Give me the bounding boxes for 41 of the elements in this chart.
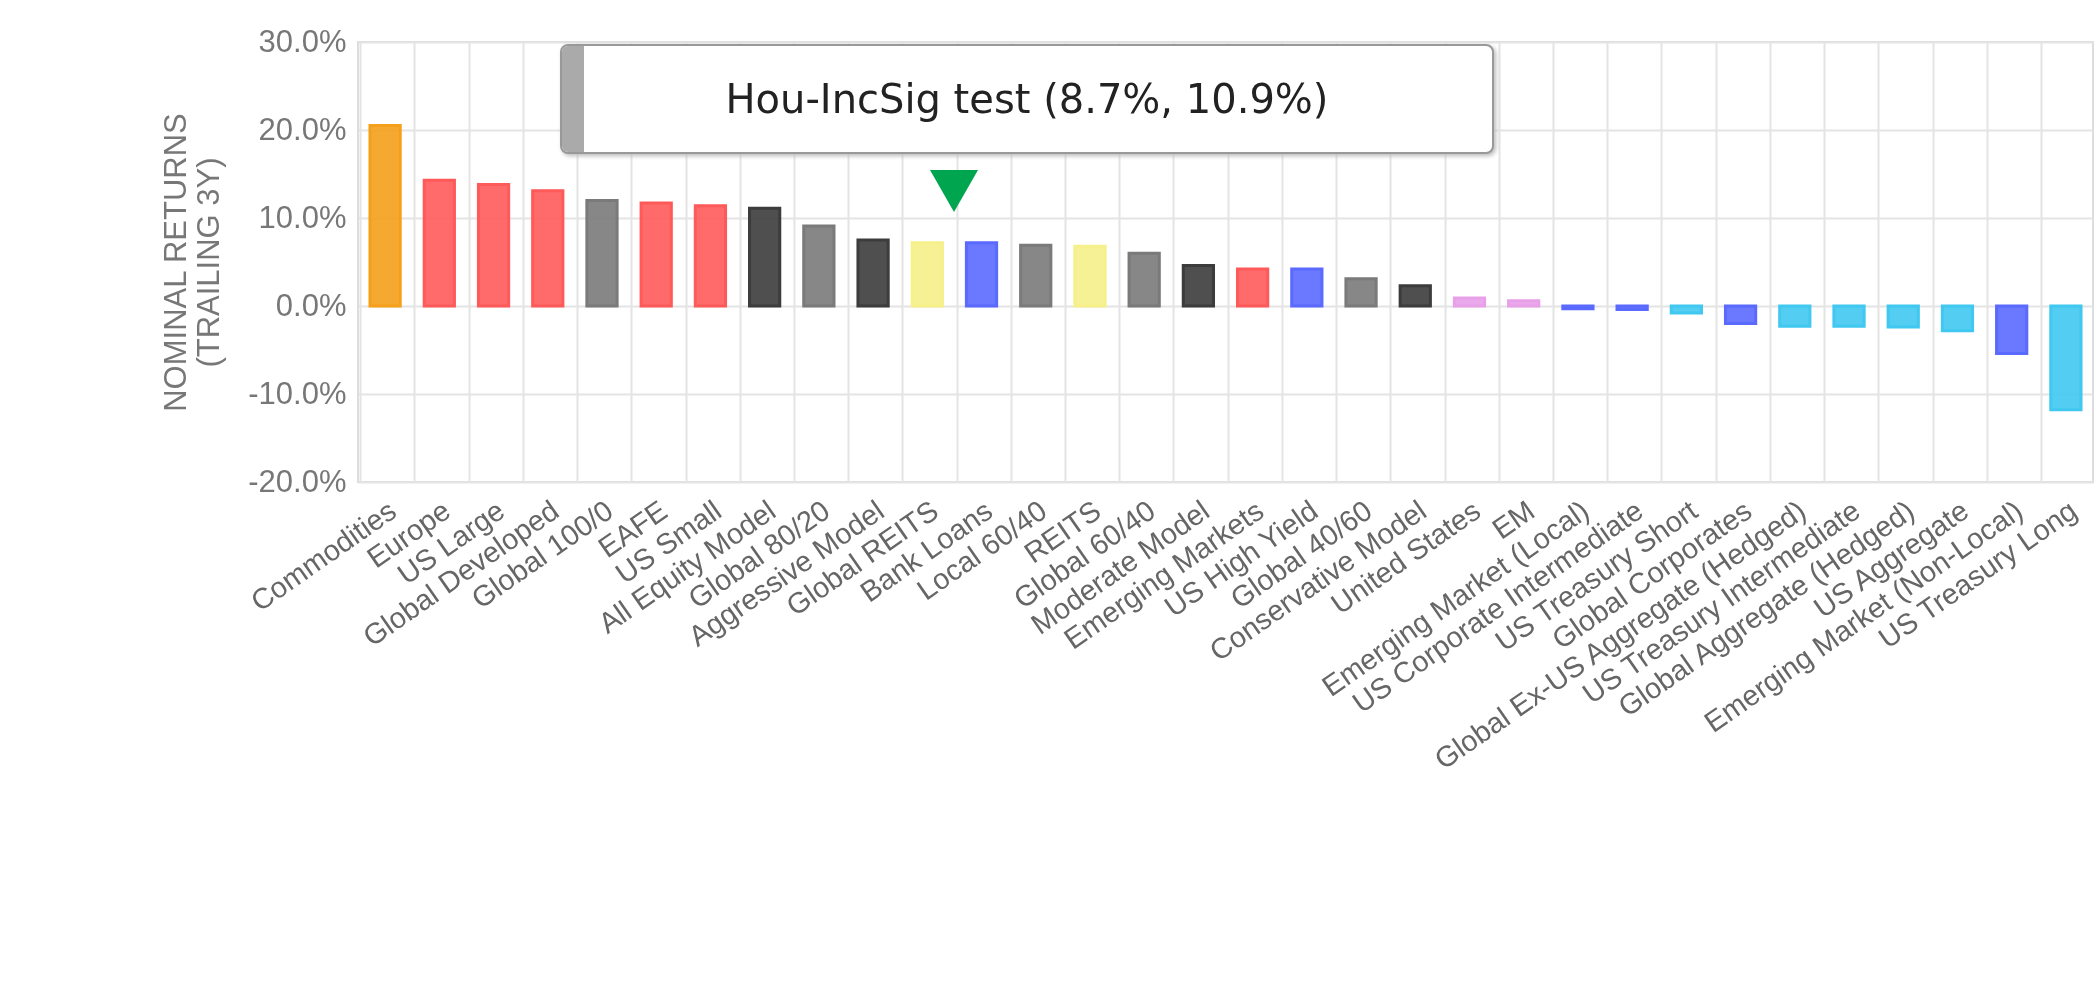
bar — [1073, 244, 1107, 308]
bar — [910, 241, 944, 308]
bar — [1995, 304, 2029, 356]
bar — [1778, 304, 1812, 328]
bar — [856, 238, 890, 308]
y-tick-label: 20.0% — [258, 111, 347, 147]
bar — [422, 178, 456, 308]
bar — [802, 224, 836, 308]
bar — [1452, 296, 1487, 308]
bar — [1940, 304, 1975, 333]
bar — [1886, 304, 1920, 329]
y-axis-title: NOMINAL RETURNS (TRAILING 3Y) — [158, 113, 227, 412]
bar — [585, 198, 619, 308]
y-tick-label: 30.0% — [258, 23, 347, 59]
y-tick-label: -20.0% — [248, 463, 347, 499]
bar — [2049, 304, 2083, 412]
annotation: Hou-IncSig test (8.7%, 10.9%) — [725, 76, 1329, 122]
bar — [531, 189, 565, 308]
y-tick-label: -10.0% — [248, 375, 347, 411]
bar — [1615, 304, 1649, 312]
bar — [693, 204, 728, 308]
bar — [1398, 284, 1432, 308]
bar — [1723, 304, 1758, 326]
bar — [1507, 299, 1541, 308]
bar — [1344, 277, 1378, 308]
callout-box: Hou-IncSig test (8.7%, 10.9%) — [560, 44, 1494, 154]
y-tick-label: 10.0% — [258, 199, 347, 235]
y-tick-label: 0.0% — [275, 287, 347, 323]
bar — [1181, 264, 1216, 308]
bar — [476, 183, 511, 308]
bar — [1290, 267, 1324, 308]
bar — [1561, 304, 1595, 311]
bar — [1019, 243, 1053, 308]
bar — [1235, 267, 1270, 308]
bar — [1127, 251, 1161, 308]
bar — [1832, 304, 1866, 328]
bar — [1669, 304, 1703, 315]
bar — [964, 241, 999, 308]
bar — [748, 206, 782, 308]
bar — [639, 201, 673, 308]
bar — [368, 124, 402, 308]
